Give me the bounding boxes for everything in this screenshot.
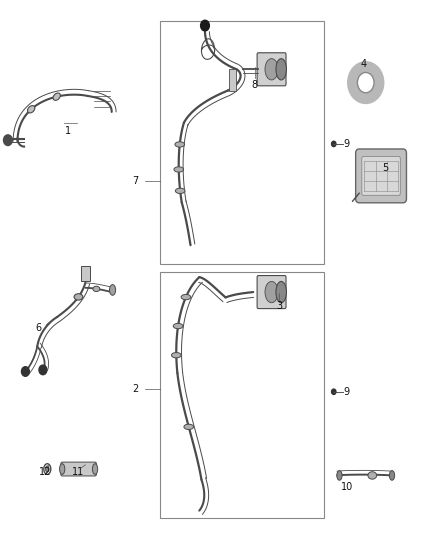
Ellipse shape	[93, 286, 100, 292]
FancyBboxPatch shape	[61, 462, 96, 476]
Ellipse shape	[337, 471, 342, 480]
Text: 7: 7	[133, 176, 139, 186]
Ellipse shape	[172, 352, 181, 358]
Ellipse shape	[60, 464, 65, 474]
Ellipse shape	[181, 294, 191, 300]
Ellipse shape	[265, 281, 278, 303]
Ellipse shape	[357, 72, 374, 93]
Ellipse shape	[110, 285, 116, 295]
FancyBboxPatch shape	[257, 53, 286, 86]
Text: 11: 11	[72, 467, 84, 477]
Text: 8: 8	[252, 80, 258, 90]
Text: 12: 12	[39, 467, 51, 477]
Ellipse shape	[92, 464, 98, 474]
Text: 5: 5	[382, 163, 389, 173]
Ellipse shape	[276, 281, 286, 303]
Ellipse shape	[53, 93, 60, 100]
Ellipse shape	[368, 472, 377, 479]
Circle shape	[332, 141, 336, 147]
Text: 9: 9	[343, 387, 349, 397]
Ellipse shape	[265, 59, 278, 80]
Circle shape	[201, 20, 209, 31]
Text: 4: 4	[360, 59, 367, 69]
FancyBboxPatch shape	[257, 276, 286, 309]
Text: 9: 9	[343, 139, 349, 149]
Circle shape	[4, 135, 12, 146]
Ellipse shape	[175, 142, 184, 147]
Bar	[160, 272, 324, 518]
Text: 2: 2	[133, 384, 139, 394]
Ellipse shape	[184, 424, 194, 430]
Text: 1: 1	[65, 126, 71, 135]
FancyBboxPatch shape	[356, 149, 406, 203]
Ellipse shape	[46, 466, 49, 472]
Ellipse shape	[353, 67, 379, 99]
Ellipse shape	[173, 324, 183, 329]
Circle shape	[21, 367, 29, 376]
FancyBboxPatch shape	[362, 156, 400, 195]
Text: 3: 3	[276, 302, 283, 311]
Ellipse shape	[175, 188, 185, 193]
Bar	[229, 69, 236, 91]
Ellipse shape	[276, 59, 286, 80]
Ellipse shape	[44, 464, 51, 474]
Bar	[81, 266, 90, 281]
Bar	[160, 21, 324, 264]
Text: 6: 6	[35, 323, 42, 333]
Circle shape	[39, 365, 47, 375]
Ellipse shape	[174, 167, 184, 172]
Ellipse shape	[389, 471, 395, 480]
Text: 10: 10	[341, 482, 353, 491]
Ellipse shape	[28, 106, 35, 113]
Ellipse shape	[74, 294, 83, 300]
Circle shape	[332, 389, 336, 394]
